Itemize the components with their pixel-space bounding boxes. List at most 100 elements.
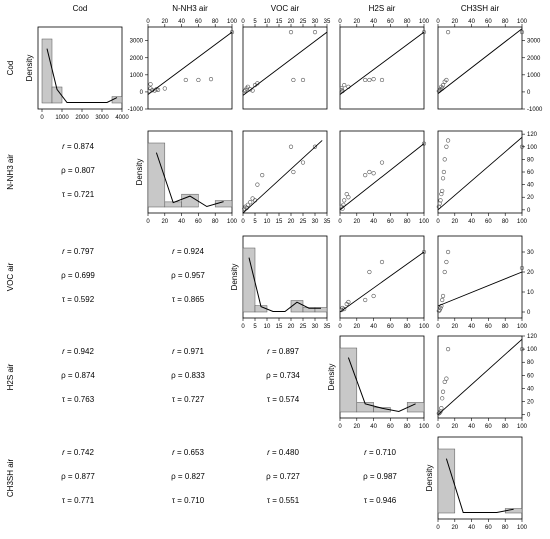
x-tick-label-9-3: 60: [485, 424, 492, 430]
hist-tick-label-3-3: 60: [387, 424, 394, 430]
x-tick-label-2-4: 80: [404, 19, 411, 25]
scatter-point-0-6: [155, 87, 161, 92]
corr-6-r: r = 0.742: [62, 448, 94, 457]
x-tick-label-9-1: 20: [451, 424, 458, 430]
scatter-point-2-5: [363, 77, 368, 83]
x-tick-label-2-3: 60: [387, 19, 394, 25]
scatter-point-7-8: [379, 259, 385, 265]
scatter-point-3-9: [519, 30, 525, 35]
x-tick-label-6-2: 40: [468, 219, 475, 225]
corr-9-r: r = 0.710: [364, 448, 396, 457]
corr-3-ρ: ρ = 0.874: [61, 371, 95, 380]
x-tick-label-5-2: 40: [370, 219, 377, 225]
y-tick-label-3-0: -1000: [527, 107, 543, 113]
x-tick-label-1-4: 20: [288, 19, 295, 25]
scatter-point-1-4: [248, 87, 253, 92]
regression-line-9: [437, 338, 523, 416]
corr-6-τ: τ = 0.771: [62, 496, 95, 505]
scatter-point-0-7: [162, 86, 167, 91]
scatter-frame-4: [242, 130, 328, 214]
x-tick-label-8-5: 100: [517, 324, 528, 330]
x-tick-label-3-1: 20: [451, 19, 458, 25]
y-tick-label-9-3: 60: [527, 373, 534, 379]
scatter-point-6-4: [440, 188, 445, 194]
x-tick-label-2-1: 20: [353, 19, 360, 25]
scatter-point-1-3: [245, 84, 250, 89]
x-tick-label-6-1: 20: [451, 219, 458, 225]
x-tick-label-4-1: 5: [253, 219, 257, 225]
row-label-2: VOC air: [6, 262, 15, 291]
corr-9-ρ: ρ = 0.987: [363, 472, 397, 481]
scatter-point-6-5: [440, 176, 446, 181]
y-tick-label-6-5: 100: [527, 145, 538, 151]
corr-1-r: r = 0.797: [62, 247, 94, 256]
y-tick-label-0-1: 0: [140, 90, 144, 96]
scatter-point-5-1: [340, 206, 345, 211]
y-tick-label-8-2: 20: [527, 270, 534, 276]
x-tick-label-5-4: 80: [404, 219, 411, 225]
corr-1-ρ: ρ = 0.699: [61, 271, 95, 280]
hist-frame-0: [37, 26, 123, 110]
scatter-point-2-6: [367, 77, 372, 83]
scatter-point-1-11: [312, 30, 318, 35]
scatter-point-7-6: [367, 269, 372, 275]
density-label-2: Density: [230, 264, 239, 291]
x-tick-label-7-1: 20: [353, 324, 360, 330]
x-tick-label-0-0: 0: [146, 19, 150, 25]
corr-7-τ: τ = 0.710: [172, 496, 205, 505]
scatter-point-3-7: [444, 77, 449, 83]
hist-tick-label-0-2: 2000: [75, 115, 89, 121]
scatter-point-3-8: [445, 30, 451, 35]
hist-tick-label-0-4: 4000: [115, 115, 129, 121]
density-label-3: Density: [327, 364, 336, 391]
hist-tick-label-4-3: 60: [485, 525, 492, 531]
scatter-point-4-10: [291, 169, 296, 175]
x-tick-label-0-3: 60: [195, 19, 202, 25]
scatter-point-5-2: [341, 202, 346, 207]
hist-tick-label-1-4: 80: [212, 219, 219, 225]
scatter-point-0-8: [183, 77, 188, 83]
y-tick-label-9-4: 80: [527, 360, 534, 366]
scatter-point-5-9: [379, 160, 385, 165]
scatter-point-2-7: [371, 77, 376, 82]
hist-tick-label-1-1: 20: [161, 219, 168, 225]
density-label-4: Density: [425, 465, 434, 492]
regression-line-7: [339, 251, 425, 313]
x-tick-label-1-7: 35: [324, 19, 331, 25]
corr-0-r: r = 0.874: [62, 142, 94, 151]
hist-tick-label-1-5: 100: [227, 219, 238, 225]
corr-8-r: r = 0.480: [267, 448, 299, 457]
row-label-1: N-NH3 air: [6, 154, 15, 190]
x-tick-label-1-0: 0: [241, 19, 245, 25]
x-tick-label-4-5: 25: [300, 219, 307, 225]
scatter-point-1-5: [250, 88, 255, 93]
x-tick-label-3-3: 60: [485, 19, 492, 25]
density-curve-3: [347, 357, 416, 413]
scatter-point-3-5: [440, 82, 446, 88]
x-tick-label-2-2: 40: [370, 19, 377, 25]
column-header-0: Cod: [73, 4, 88, 13]
x-tick-label-1-1: 5: [253, 19, 257, 25]
x-tick-label-4-7: 35: [324, 219, 331, 225]
hist-tick-label-4-2: 40: [468, 525, 475, 531]
hist-tick-label-4-1: 20: [451, 525, 458, 531]
x-tick-label-3-0: 0: [436, 19, 440, 25]
row-label-3: H2S air: [6, 363, 15, 390]
x-tick-label-7-5: 100: [419, 324, 430, 330]
x-tick-label-7-0: 0: [338, 324, 342, 330]
y-tick-label-3-3: 2000: [527, 56, 541, 62]
row-label-4: CH3SH air: [6, 459, 15, 498]
corr-4-r: r = 0.971: [172, 347, 204, 356]
hist-tick-label-2-1: 5: [253, 324, 257, 330]
scatter-point-9-8: [445, 347, 451, 352]
corr-7-r: r = 0.653: [172, 448, 204, 457]
hist-tick-label-2-2: 10: [264, 324, 271, 330]
column-header-4: CH3SH air: [461, 4, 500, 13]
x-tick-label-8-2: 40: [468, 324, 475, 330]
regression-line-2: [339, 31, 425, 95]
scatter-point-8-5: [440, 293, 446, 299]
y-tick-label-0-2: 1000: [130, 73, 144, 79]
corr-5-τ: τ = 0.574: [267, 395, 300, 404]
x-tick-label-9-4: 80: [502, 424, 509, 430]
scatter-point-9-3: [439, 406, 444, 411]
